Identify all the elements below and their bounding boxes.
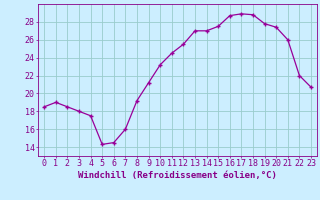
X-axis label: Windchill (Refroidissement éolien,°C): Windchill (Refroidissement éolien,°C) [78,171,277,180]
